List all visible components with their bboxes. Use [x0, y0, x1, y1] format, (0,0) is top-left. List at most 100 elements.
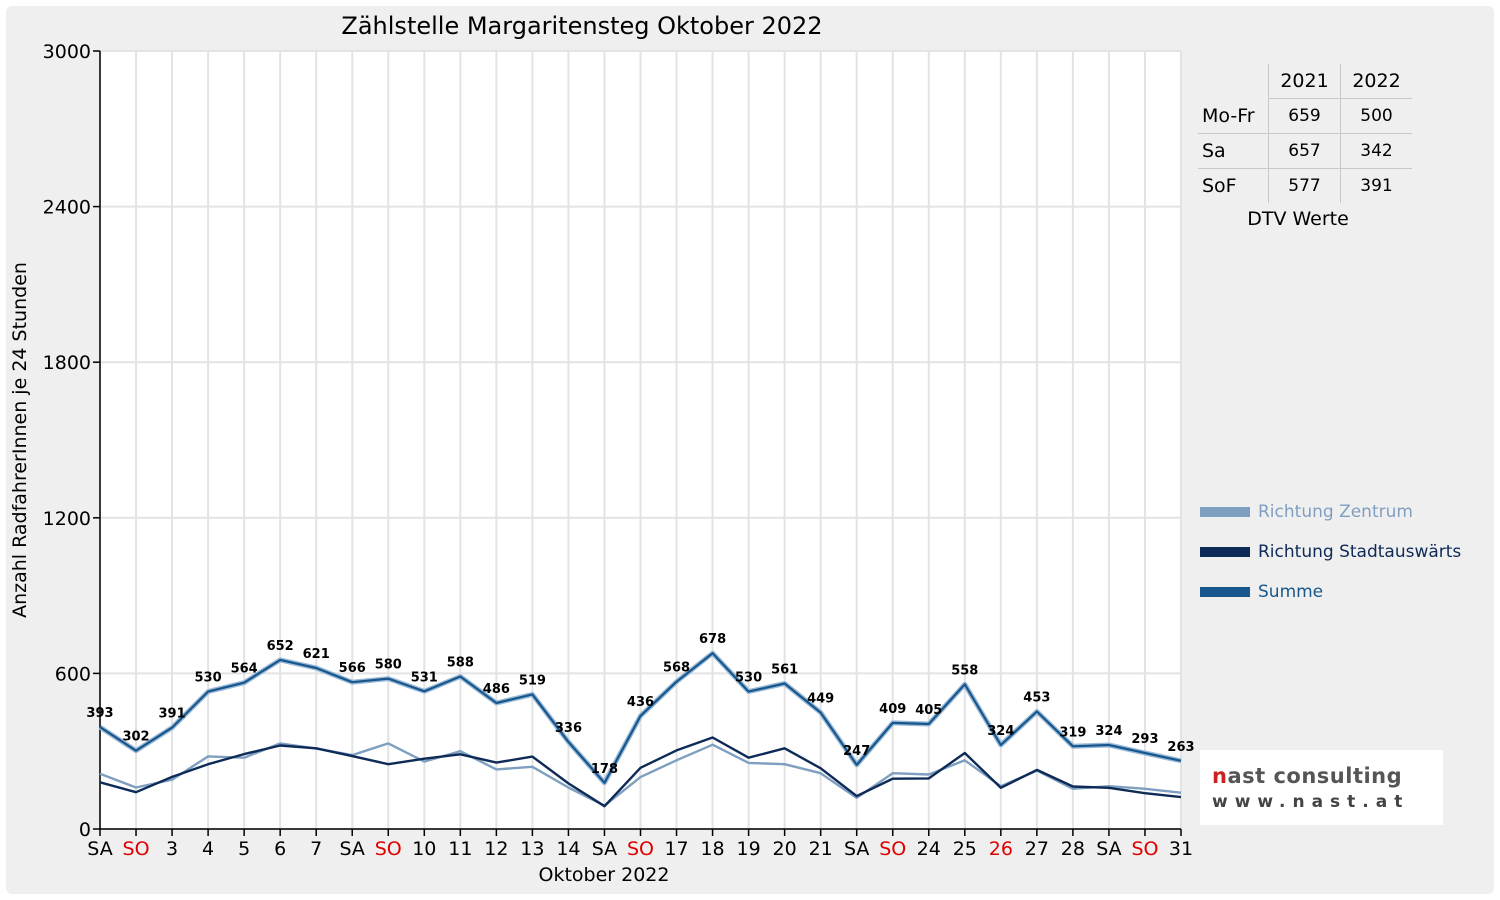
- x-tick-label: SA: [592, 838, 617, 860]
- data-label: 652: [267, 639, 294, 654]
- dtv-cell: 657: [1267, 133, 1341, 169]
- legend-swatch: [1200, 547, 1250, 557]
- dtv-header-2021: 2021: [1267, 64, 1341, 99]
- data-label: 486: [483, 682, 510, 697]
- x-tick-label: 13: [520, 838, 544, 860]
- y-tick-label: 0: [79, 819, 91, 841]
- x-tick-label: SA: [1096, 838, 1121, 860]
- data-label: 324: [1095, 724, 1122, 739]
- x-tick-label: 6: [274, 838, 286, 860]
- dtv-cell: 577: [1267, 168, 1341, 203]
- dtv-row-label: Sa: [1198, 133, 1269, 169]
- legend-swatch: [1200, 507, 1250, 517]
- x-tick-label: 25: [953, 838, 977, 860]
- data-label: 519: [519, 673, 546, 688]
- x-tick-label: 11: [448, 838, 472, 860]
- x-tick-label: 26: [989, 838, 1013, 860]
- data-label: 263: [1167, 740, 1194, 755]
- series-line: [99, 652, 1182, 784]
- x-tick-label: 28: [1061, 838, 1085, 860]
- x-tick-label: 21: [809, 838, 833, 860]
- x-tick-label: 17: [664, 838, 688, 860]
- x-tick-label: 5: [238, 838, 250, 860]
- dtv-row-label: Mo-Fr: [1198, 98, 1269, 134]
- data-label: 302: [122, 730, 149, 745]
- dtv-table: 2021 2022 Mo-Fr 659 500 Sa 657 342 SoF 5…: [1198, 64, 1412, 203]
- x-tick-label: 10: [412, 838, 436, 860]
- legend-label: Richtung Stadtauswärts: [1258, 542, 1462, 562]
- data-label: 531: [411, 670, 438, 685]
- x-tick-label: SA: [87, 838, 112, 860]
- x-tick-label: 24: [917, 838, 941, 860]
- series-line: [99, 736, 1182, 808]
- legend-swatch: [1200, 587, 1250, 597]
- data-label: 178: [591, 762, 618, 777]
- y-tick-label: 2400: [43, 197, 91, 219]
- x-tick-label: 12: [484, 838, 508, 860]
- data-label: 393: [86, 706, 113, 721]
- legend-item-stadtauswaerts: Richtung Stadtauswärts: [1200, 532, 1461, 572]
- data-label: 409: [879, 702, 906, 717]
- legend-label: Summe: [1258, 582, 1324, 602]
- data-label: 621: [303, 647, 330, 662]
- dtv-cell: 500: [1340, 98, 1412, 134]
- y-tick-label: 600: [55, 663, 91, 685]
- data-label: 293: [1131, 732, 1158, 747]
- company-logo: nast consulting www.nast.at: [1200, 750, 1443, 825]
- x-tick-label: SA: [844, 838, 869, 860]
- data-label: 558: [951, 663, 978, 678]
- dtv-cell: 391: [1340, 168, 1412, 203]
- data-label: 324: [987, 724, 1014, 739]
- y-tick-label: 3000: [43, 41, 91, 63]
- legend-label: Richtung Zentrum: [1258, 502, 1413, 522]
- x-tick-label: SO: [123, 838, 150, 860]
- data-label: 405: [915, 703, 942, 718]
- dtv-corner: [1198, 64, 1269, 99]
- x-tick-label: 4: [202, 838, 214, 860]
- x-tick-label: 18: [700, 838, 724, 860]
- x-tick-label: 14: [556, 838, 580, 860]
- x-tick-label: SA: [340, 838, 365, 860]
- data-label: 247: [843, 744, 870, 759]
- chart-title: Zählstelle Margaritensteg Oktober 2022: [341, 12, 823, 40]
- x-tick-label: 20: [773, 838, 797, 860]
- x-tick-label: 3: [166, 838, 178, 860]
- data-label: 580: [375, 658, 402, 673]
- y-tick-label: 1800: [43, 352, 91, 374]
- dtv-caption: DTV Werte: [1247, 208, 1349, 230]
- logo-url: www.nast.at: [1212, 792, 1410, 812]
- data-label: 566: [339, 661, 366, 676]
- data-label: 391: [158, 707, 185, 722]
- legend-item-zentrum: Richtung Zentrum: [1200, 492, 1461, 532]
- data-label: 453: [1023, 691, 1050, 706]
- dtv-cell: 342: [1340, 133, 1412, 169]
- data-label: 530: [735, 671, 762, 686]
- x-tick-label: 31: [1169, 838, 1193, 860]
- data-label: 564: [231, 662, 258, 677]
- x-tick-label: SO: [1131, 838, 1158, 860]
- x-tick-label: 27: [1025, 838, 1049, 860]
- x-tick-label: 7: [310, 838, 322, 860]
- data-label: 678: [699, 632, 726, 647]
- y-tick-label: 1200: [43, 508, 91, 530]
- x-tick-label: SO: [879, 838, 906, 860]
- legend-item-summe: Summe: [1200, 572, 1461, 612]
- legend: Richtung Zentrum Richtung Stadtauswärts …: [1200, 492, 1461, 612]
- data-label: 561: [771, 663, 798, 678]
- data-label: 436: [627, 695, 654, 710]
- dtv-cell: 659: [1267, 98, 1341, 134]
- dtv-header-2022: 2022: [1340, 64, 1412, 99]
- x-tick-label: SO: [375, 838, 402, 860]
- x-tick-label: SO: [627, 838, 654, 860]
- data-label: 588: [447, 656, 474, 671]
- dtv-row-label: SoF: [1202, 175, 1237, 197]
- data-label: 319: [1059, 725, 1086, 740]
- logo-name: nast consulting: [1212, 764, 1402, 788]
- data-label: 336: [555, 721, 582, 736]
- x-tick-label: 19: [737, 838, 761, 860]
- logo-name-prefix: n: [1212, 764, 1228, 788]
- data-label: 530: [195, 671, 222, 686]
- data-label: 449: [807, 692, 834, 707]
